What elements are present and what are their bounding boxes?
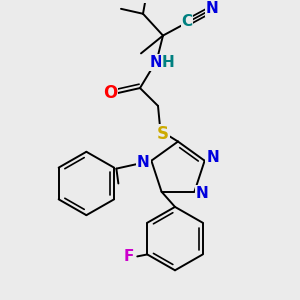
Text: H: H — [162, 55, 174, 70]
Text: N: N — [206, 150, 219, 165]
Text: O: O — [103, 84, 117, 102]
Text: F: F — [124, 249, 134, 264]
Text: N: N — [206, 1, 218, 16]
Text: S: S — [157, 124, 169, 142]
Text: C: C — [182, 14, 193, 29]
Text: N: N — [150, 55, 162, 70]
Text: N: N — [196, 186, 209, 201]
Text: N: N — [137, 155, 150, 170]
